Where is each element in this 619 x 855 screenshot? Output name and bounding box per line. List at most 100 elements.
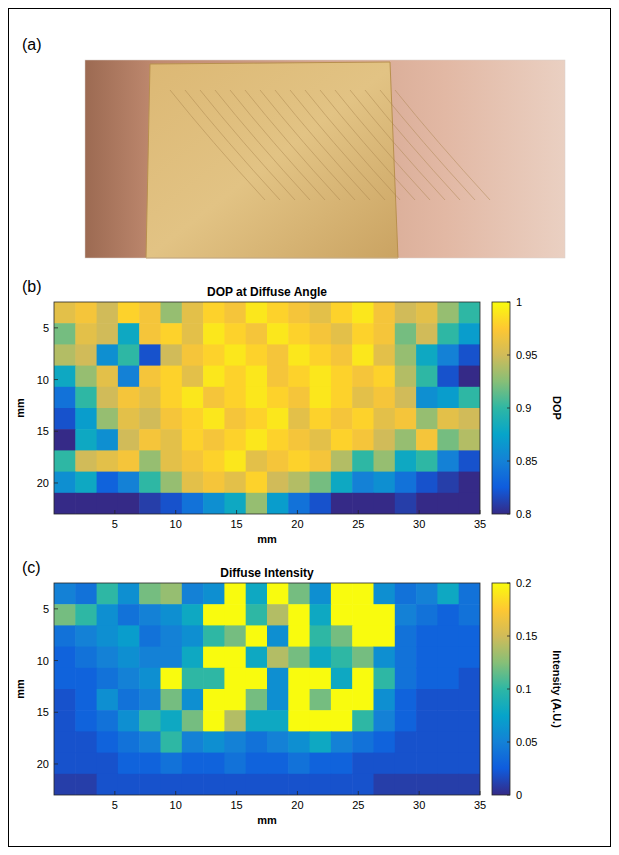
x-tick xyxy=(114,791,115,795)
heatmap-cell xyxy=(331,753,353,775)
heatmap-cell xyxy=(118,450,140,472)
heatmap-cell xyxy=(288,625,310,647)
heatmap-cell xyxy=(139,429,161,451)
heatmap-cell xyxy=(267,450,289,472)
heatmap-cell xyxy=(97,408,119,430)
heatmap-cell xyxy=(352,366,374,388)
heatmap-cells xyxy=(54,302,480,514)
heatmap-cell xyxy=(203,583,225,605)
colorbar-tick xyxy=(507,636,510,637)
heatmap-cell xyxy=(267,302,289,324)
heatmap-cell xyxy=(161,774,183,795)
heatmap-cell xyxy=(161,366,183,388)
heatmap-cell xyxy=(97,668,119,690)
heatmap-cell xyxy=(310,429,332,451)
heatmap-cell xyxy=(352,604,374,626)
heatmap-cell xyxy=(118,710,140,732)
heatmap-cell xyxy=(459,774,480,795)
heatmap-cell xyxy=(246,710,268,732)
heatmap-cell xyxy=(310,731,332,753)
colorbar-tick-label: 0.9 xyxy=(516,402,531,414)
heatmap-cell xyxy=(97,625,119,647)
heatmap-cell xyxy=(395,429,417,451)
heatmap-cell xyxy=(161,323,183,345)
heatmap-cell xyxy=(310,408,332,430)
heatmap-cell xyxy=(352,387,374,409)
heatmap-cell xyxy=(97,366,119,388)
y-tick-label: 5 xyxy=(43,322,49,334)
heatmap-cell xyxy=(139,753,161,775)
colorbar-tick-label: 0 xyxy=(516,789,522,801)
heatmap-cell xyxy=(139,774,161,795)
heatmap-cell xyxy=(54,753,76,775)
heatmap-cell xyxy=(288,429,310,451)
heatmap-cell xyxy=(459,387,480,409)
heatmap-cell xyxy=(139,323,161,345)
heatmap-cell xyxy=(288,366,310,388)
heatmap-cell xyxy=(459,323,480,345)
colorbar xyxy=(492,302,510,514)
heatmap-cell xyxy=(161,472,183,494)
heatmap-cell xyxy=(182,493,204,514)
heatmap-cell xyxy=(288,647,310,669)
colorbar-tick-label: 0.95 xyxy=(516,349,537,361)
heatmap-cell xyxy=(246,323,268,345)
heatmap-cell xyxy=(139,583,161,605)
heatmap-cell xyxy=(416,710,438,732)
photo-sample xyxy=(146,62,398,258)
heatmap-cell xyxy=(459,344,480,366)
heatmap-cell xyxy=(118,753,140,775)
heatmap-cell xyxy=(374,689,396,711)
heatmap-cell xyxy=(459,753,480,775)
heatmap-cell xyxy=(395,625,417,647)
heatmap-cell xyxy=(331,625,353,647)
heatmap-cell xyxy=(437,323,459,345)
heatmap-cell xyxy=(54,366,76,388)
y-tick xyxy=(54,379,58,380)
x-tick-label: 30 xyxy=(413,799,425,811)
heatmap-cell xyxy=(75,731,97,753)
x-tick xyxy=(358,510,359,514)
heatmap-cell xyxy=(246,604,268,626)
texture-line xyxy=(185,90,280,200)
x-tick-label: 15 xyxy=(230,518,242,530)
heatmap-cell xyxy=(224,493,246,514)
heatmap-cell xyxy=(331,774,353,795)
texture-line xyxy=(170,90,265,200)
heatmap-cell xyxy=(331,387,353,409)
heatmap-cell xyxy=(182,583,204,605)
heatmap-cell xyxy=(437,731,459,753)
heatmap-cell xyxy=(395,366,417,388)
heatmap-cell xyxy=(459,647,480,669)
heatmap-cell xyxy=(437,753,459,775)
x-tick-label: 35 xyxy=(474,518,486,530)
panel-label: (b) xyxy=(22,278,42,295)
heatmap-cell xyxy=(437,647,459,669)
heatmap-cell xyxy=(75,408,97,430)
heatmap-cell xyxy=(203,668,225,690)
heatmap-cell xyxy=(75,493,97,514)
heatmap-cell xyxy=(75,323,97,345)
heatmap-cell xyxy=(75,668,97,690)
heatmap-cell xyxy=(161,408,183,430)
heatmap-cell xyxy=(416,647,438,669)
heatmap-cell xyxy=(288,408,310,430)
heatmap-cell xyxy=(331,450,353,472)
heatmap-cell xyxy=(75,472,97,494)
heatmap-cell xyxy=(139,302,161,324)
heatmap-cell xyxy=(288,583,310,605)
heatmap-cell xyxy=(288,604,310,626)
heatmap-cell xyxy=(352,731,374,753)
x-tick xyxy=(480,791,481,795)
texture-line xyxy=(305,90,400,200)
heatmap-cell xyxy=(374,302,396,324)
heatmap-cell xyxy=(139,731,161,753)
heatmap-cell xyxy=(267,604,289,626)
x-tick-label: 30 xyxy=(413,518,425,530)
heatmap-cell xyxy=(97,429,119,451)
heatmap-cell xyxy=(374,731,396,753)
heatmap-cell xyxy=(182,302,204,324)
heatmap-cell xyxy=(288,450,310,472)
heatmap-cell xyxy=(246,472,268,494)
heatmap-cell xyxy=(267,774,289,795)
